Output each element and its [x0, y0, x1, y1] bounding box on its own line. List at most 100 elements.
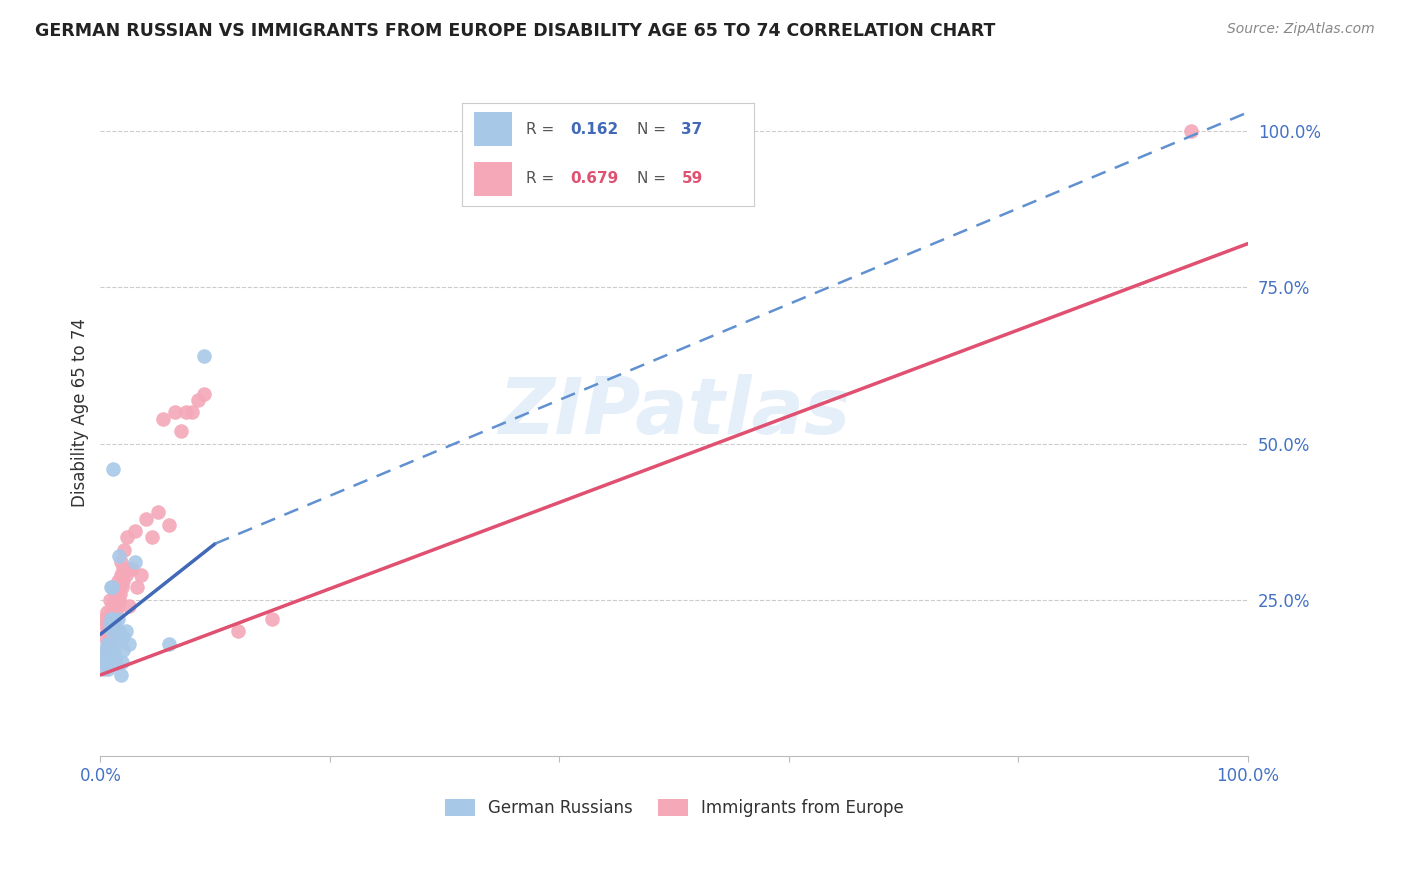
- Point: [152, 411, 174, 425]
- Point: [110, 668, 132, 682]
- Point: [105, 587, 128, 601]
- Point: [112, 562, 135, 576]
- Y-axis label: Disability Age 65 to 74: Disability Age 65 to 74: [72, 318, 89, 507]
- Point: [114, 543, 136, 558]
- Point: [118, 562, 141, 576]
- Point: [141, 531, 163, 545]
- Point: [176, 405, 198, 419]
- Point: [96, 637, 118, 651]
- Point: [97, 612, 120, 626]
- Point: [107, 599, 129, 614]
- Point: [107, 631, 129, 645]
- Legend: German Russians, Immigrants from Europe: German Russians, Immigrants from Europe: [437, 792, 911, 823]
- Point: [101, 618, 124, 632]
- Point: [93, 612, 115, 626]
- Point: [98, 618, 121, 632]
- Point: [96, 606, 118, 620]
- Point: [98, 612, 121, 626]
- Point: [94, 643, 117, 657]
- Point: [187, 392, 209, 407]
- Point: [193, 386, 215, 401]
- Point: [129, 568, 152, 582]
- Point: [104, 637, 127, 651]
- Point: [104, 593, 127, 607]
- Point: [97, 637, 120, 651]
- Point: [226, 624, 249, 639]
- Point: [101, 624, 124, 639]
- Point: [93, 662, 115, 676]
- Point: [105, 656, 128, 670]
- Point: [103, 606, 125, 620]
- Point: [100, 606, 122, 620]
- Point: [101, 631, 124, 645]
- Text: GERMAN RUSSIAN VS IMMIGRANTS FROM EUROPE DISABILITY AGE 65 TO 74 CORRELATION CHA: GERMAN RUSSIAN VS IMMIGRANTS FROM EUROPE…: [35, 22, 995, 40]
- Point: [94, 649, 117, 664]
- Point: [111, 581, 134, 595]
- Point: [104, 618, 127, 632]
- Point: [98, 593, 121, 607]
- Point: [108, 587, 131, 601]
- Point: [98, 631, 121, 645]
- Point: [111, 656, 134, 670]
- Point: [193, 349, 215, 363]
- Point: [121, 562, 143, 576]
- Point: [107, 593, 129, 607]
- Point: [114, 624, 136, 639]
- Point: [163, 405, 186, 419]
- Point: [101, 612, 124, 626]
- Point: [1180, 124, 1202, 138]
- Point: [115, 531, 138, 545]
- Point: [94, 656, 117, 670]
- Point: [107, 581, 129, 595]
- Point: [101, 581, 124, 595]
- Point: [107, 574, 129, 589]
- Point: [112, 631, 135, 645]
- Point: [101, 643, 124, 657]
- Text: ZIPatlas: ZIPatlas: [498, 375, 851, 450]
- Point: [112, 643, 135, 657]
- Point: [100, 581, 122, 595]
- Point: [124, 556, 146, 570]
- Point: [94, 618, 117, 632]
- Point: [101, 461, 124, 475]
- Point: [103, 624, 125, 639]
- Point: [146, 505, 169, 519]
- Point: [94, 643, 117, 657]
- Point: [107, 612, 129, 626]
- Point: [135, 511, 157, 525]
- Point: [181, 405, 204, 419]
- Point: [105, 606, 128, 620]
- Point: [112, 574, 135, 589]
- Point: [107, 624, 129, 639]
- Point: [124, 524, 146, 538]
- Point: [170, 424, 193, 438]
- Point: [98, 649, 121, 664]
- Point: [100, 624, 122, 639]
- Point: [125, 581, 148, 595]
- Point: [96, 624, 118, 639]
- Point: [110, 556, 132, 570]
- Point: [111, 568, 134, 582]
- Point: [100, 637, 122, 651]
- Point: [118, 637, 141, 651]
- Point: [103, 618, 125, 632]
- Point: [110, 568, 132, 582]
- Point: [94, 631, 117, 645]
- Point: [101, 612, 124, 626]
- Point: [97, 643, 120, 657]
- Text: Source: ZipAtlas.com: Source: ZipAtlas.com: [1227, 22, 1375, 37]
- Point: [100, 612, 122, 626]
- Point: [103, 649, 125, 664]
- Point: [103, 643, 125, 657]
- Point: [114, 568, 136, 582]
- Point: [262, 612, 284, 626]
- Point: [101, 599, 124, 614]
- Point: [107, 549, 129, 564]
- Point: [100, 618, 122, 632]
- Point: [96, 656, 118, 670]
- Point: [101, 599, 124, 614]
- Point: [118, 599, 141, 614]
- Point: [97, 662, 120, 676]
- Point: [108, 631, 131, 645]
- Point: [157, 517, 180, 532]
